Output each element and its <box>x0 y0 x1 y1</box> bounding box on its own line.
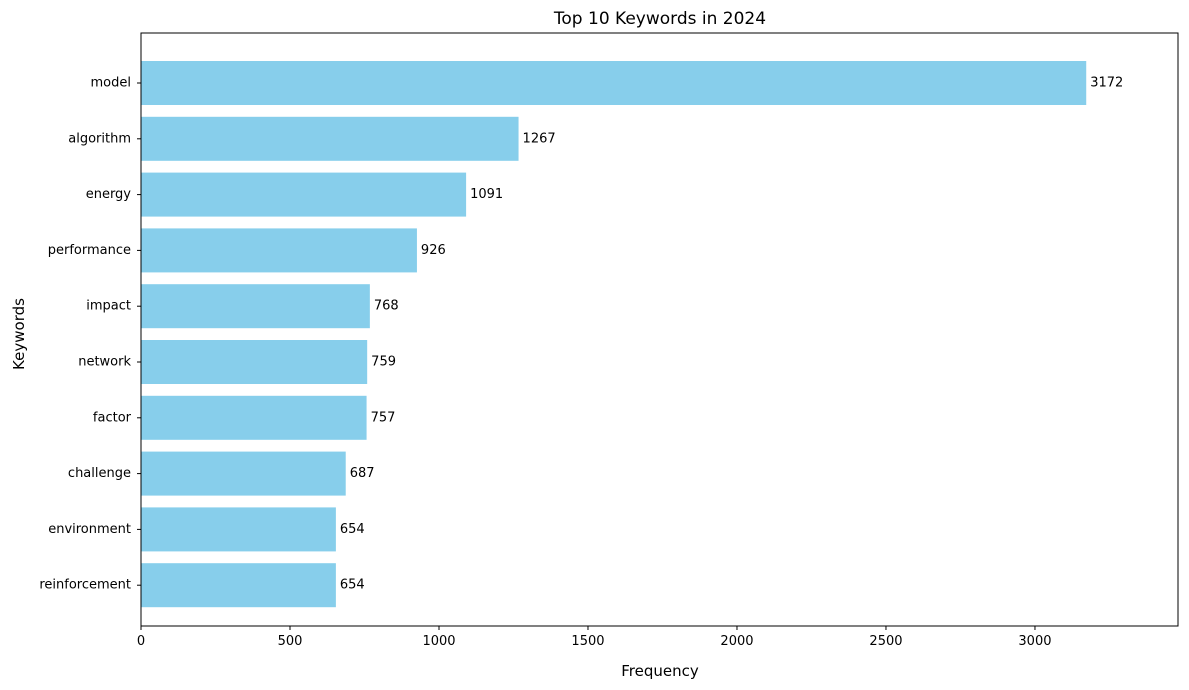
data-label: 768 <box>374 299 399 314</box>
data-label: 687 <box>350 466 375 481</box>
data-label: 3172 <box>1090 76 1123 91</box>
bar-energy <box>141 172 467 217</box>
data-label: 926 <box>421 243 446 258</box>
y-tick-label: energy <box>86 187 132 202</box>
bar-factor <box>141 395 367 440</box>
y-tick-label: impact <box>86 299 131 314</box>
bar-reinforcement <box>141 563 336 608</box>
y-axis-label: Keywords <box>10 298 28 370</box>
y-tick-label: environment <box>48 522 131 537</box>
bars-group <box>141 61 1087 608</box>
bar-environment <box>141 507 336 552</box>
y-tick-label: factor <box>93 410 132 425</box>
x-tick-label: 500 <box>278 634 303 649</box>
x-tick-label: 1500 <box>571 634 604 649</box>
chart-title: Top 10 Keywords in 2024 <box>553 9 766 29</box>
data-label: 1091 <box>470 187 503 202</box>
x-tick-label: 1000 <box>422 634 455 649</box>
y-tick-label: algorithm <box>68 131 131 146</box>
bar-performance <box>141 228 417 273</box>
data-label: 759 <box>371 355 396 370</box>
y-tick-label: reinforcement <box>39 578 131 593</box>
x-tick-label: 0 <box>137 634 145 649</box>
data-label: 757 <box>371 410 396 425</box>
y-tick-label: model <box>91 76 131 91</box>
x-axis: 0 500 1000 1500 2000 2500 3000 <box>137 626 1052 649</box>
y-tick-label: network <box>78 355 131 370</box>
y-axis: model algorithm energy performance impact net… <box>39 76 141 593</box>
bar-model <box>141 61 1087 105</box>
y-tick-label: performance <box>48 243 131 258</box>
y-tick-label: challenge <box>68 466 131 481</box>
data-labels-group: 3172 1267 1091 926 768 759 757 687 654 654 <box>340 76 1123 593</box>
data-label: 654 <box>340 522 365 537</box>
x-tick-label: 3000 <box>1018 634 1051 649</box>
data-label: 1267 <box>523 131 556 146</box>
plot-frame <box>140 32 1179 627</box>
bar-algorithm <box>141 116 519 161</box>
bar-impact <box>141 284 370 329</box>
x-tick-label: 2000 <box>720 634 753 649</box>
data-label: 654 <box>340 578 365 593</box>
bar-challenge <box>141 451 346 496</box>
x-tick-label: 2500 <box>869 634 902 649</box>
bar-network <box>141 340 368 384</box>
x-axis-label: Frequency <box>621 662 699 680</box>
